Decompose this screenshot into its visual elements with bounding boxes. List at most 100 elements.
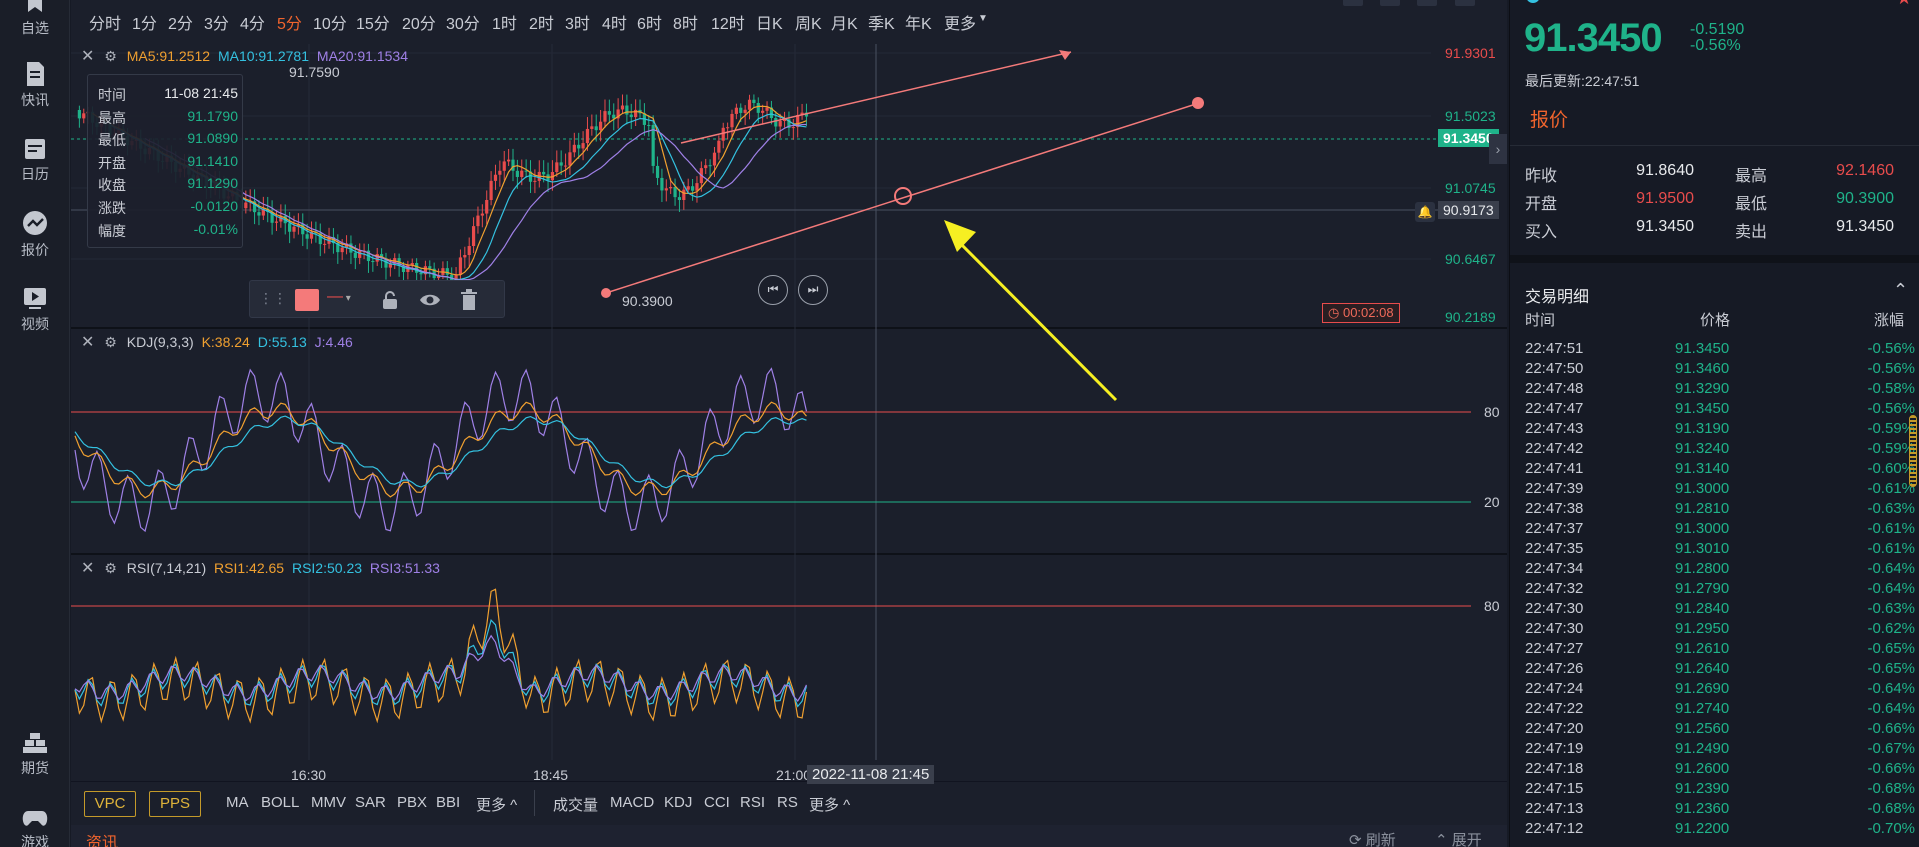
period-14[interactable]: 6时 [637,16,662,33]
candle-body [769,107,774,119]
period-0[interactable]: 分时 [89,16,122,33]
nav-item-video[interactable]: 视频 [0,286,70,334]
time-tick: 21:00 [776,767,812,783]
period-17[interactable]: 日K [756,16,783,33]
ma20-line [144,123,807,281]
period-9[interactable]: 30分 [446,16,480,33]
period-21[interactable]: 年K [905,16,932,33]
time-tick: 16:30 [291,767,327,783]
sub-indicator-6[interactable]: 更多 ^ [809,797,851,814]
sub-indicator-5[interactable]: RS [777,794,798,811]
period-13[interactable]: 4时 [602,16,627,33]
favorite-star-icon[interactable]: ★ [1896,0,1912,9]
candle-body [524,170,528,172]
news-title[interactable]: 资讯 [86,835,119,847]
stat-key: 开盘 [1525,196,1558,213]
settings-icon[interactable]: ⚙ [104,334,117,350]
main-indicator-0[interactable]: MA [226,794,249,811]
close-icon[interactable]: ✕ [81,560,95,577]
settings-icon[interactable]: ⚙ [104,560,117,576]
line-style-dropdown[interactable]: — ▾ [327,288,351,305]
period-1[interactable]: 1分 [132,16,157,33]
candle-body [410,263,414,265]
settings-icon[interactable]: ⚙ [104,48,117,64]
kdj-level-80: 80 [1484,404,1500,420]
prev-button[interactable]: ⏮ [758,275,788,305]
close-icon[interactable]: ✕ [81,48,95,65]
chart-tool-icon-1[interactable] [1380,0,1400,6]
period-18[interactable]: 周K [795,16,822,33]
candle-body [301,224,305,235]
period-8[interactable]: 20分 [402,16,436,33]
countdown-value: 00:02:08 [1342,305,1394,320]
vpc-button[interactable]: VPC [84,791,136,817]
color-swatch[interactable] [295,289,319,311]
period-12[interactable]: 3时 [565,16,590,33]
trade-change: -0.56% [1867,400,1915,417]
main-indicator-3[interactable]: SAR [355,794,386,811]
candle-body [747,99,752,110]
close-icon[interactable]: ✕ [81,334,95,351]
candle-body [730,113,734,128]
candle-body [288,223,292,232]
period-11[interactable]: 2时 [529,16,554,33]
time-tick: 18:45 [533,767,569,783]
nav-item-calendar[interactable]: 日历 [0,136,70,184]
scrollbar[interactable] [1909,415,1917,487]
collapse-chevron-icon[interactable]: ⌃ [1893,280,1909,300]
nav-item-futures[interactable]: 期货 [0,732,70,778]
collapse-arrow-icon[interactable]: › [1489,134,1507,164]
nav-item-news[interactable]: 快讯 [0,62,70,110]
main-indicator-1[interactable]: BOLL [261,794,300,811]
candle-body [489,180,493,200]
unlock-icon[interactable] [380,290,400,310]
nav-item-games[interactable]: 游戏 [0,808,70,847]
period-20[interactable]: 季K [868,16,895,33]
kline-chart[interactable] [71,0,1507,790]
stat-value: 92.1460 [1836,162,1894,179]
expand-button[interactable]: ⌃ 展开 [1435,832,1482,847]
sub-indicator-2[interactable]: KDJ [664,794,693,811]
next-button[interactable]: ⏭ [798,275,828,305]
period-16[interactable]: 12时 [711,16,745,33]
period-7[interactable]: 15分 [356,16,390,33]
sub-indicator-4[interactable]: RSI [740,794,766,811]
tab-quote[interactable]: 报价 [1530,110,1569,131]
main-indicator-6[interactable]: 更多 ^ [476,797,518,814]
trade-price: 91.2600 [1675,760,1730,777]
period-22[interactable]: 更多 [944,16,977,33]
period-15[interactable]: 8时 [673,16,698,33]
period-6[interactable]: 10分 [313,16,347,33]
period-19[interactable]: 月K [831,16,858,33]
nav-item-watchlist[interactable]: 自选 [0,0,70,38]
candle-body [428,266,432,269]
eye-icon[interactable] [419,290,441,310]
main-indicator-5[interactable]: BBI [436,794,461,811]
period-5[interactable]: 5分 [277,16,302,33]
candle-body [761,110,765,113]
chart-tool-icon-3[interactable] [1455,0,1475,6]
period-3[interactable]: 3分 [204,16,229,33]
trash-icon[interactable] [459,289,479,311]
refresh-button[interactable]: ⟳ 刷新 [1349,832,1396,847]
sub-indicator-3[interactable]: CCI [704,794,730,811]
chart-tool-icon-2[interactable] [1417,0,1437,6]
trend-line [605,103,1197,294]
nav-item-quotes[interactable]: 报价 [0,210,70,260]
main-indicator-2[interactable]: MMV [311,794,346,811]
chart-tool-icon-0[interactable] [1343,0,1363,6]
drag-handle-icon[interactable]: ⋮⋮ [259,290,287,306]
trade-change: -0.63% [1867,500,1915,517]
period-10[interactable]: 1时 [492,16,517,33]
rsi-legend: ✕ ⚙ RSI(7,14,21) RSI1:42.65 RSI2:50.23 R… [81,558,440,578]
main-indicator-4[interactable]: PBX [397,794,428,811]
sub-indicator-1[interactable]: MACD [610,794,655,811]
chevron-down-icon[interactable]: ▼ [978,13,988,24]
pps-button[interactable]: PPS [149,791,201,817]
candle-body [717,140,721,153]
bell-icon[interactable]: 🔔 [1415,202,1435,222]
period-4[interactable]: 4分 [240,16,265,33]
period-2[interactable]: 2分 [168,16,193,33]
sub-indicator-0[interactable]: 成交量 [553,797,599,814]
trade-price: 91.2840 [1675,600,1730,617]
